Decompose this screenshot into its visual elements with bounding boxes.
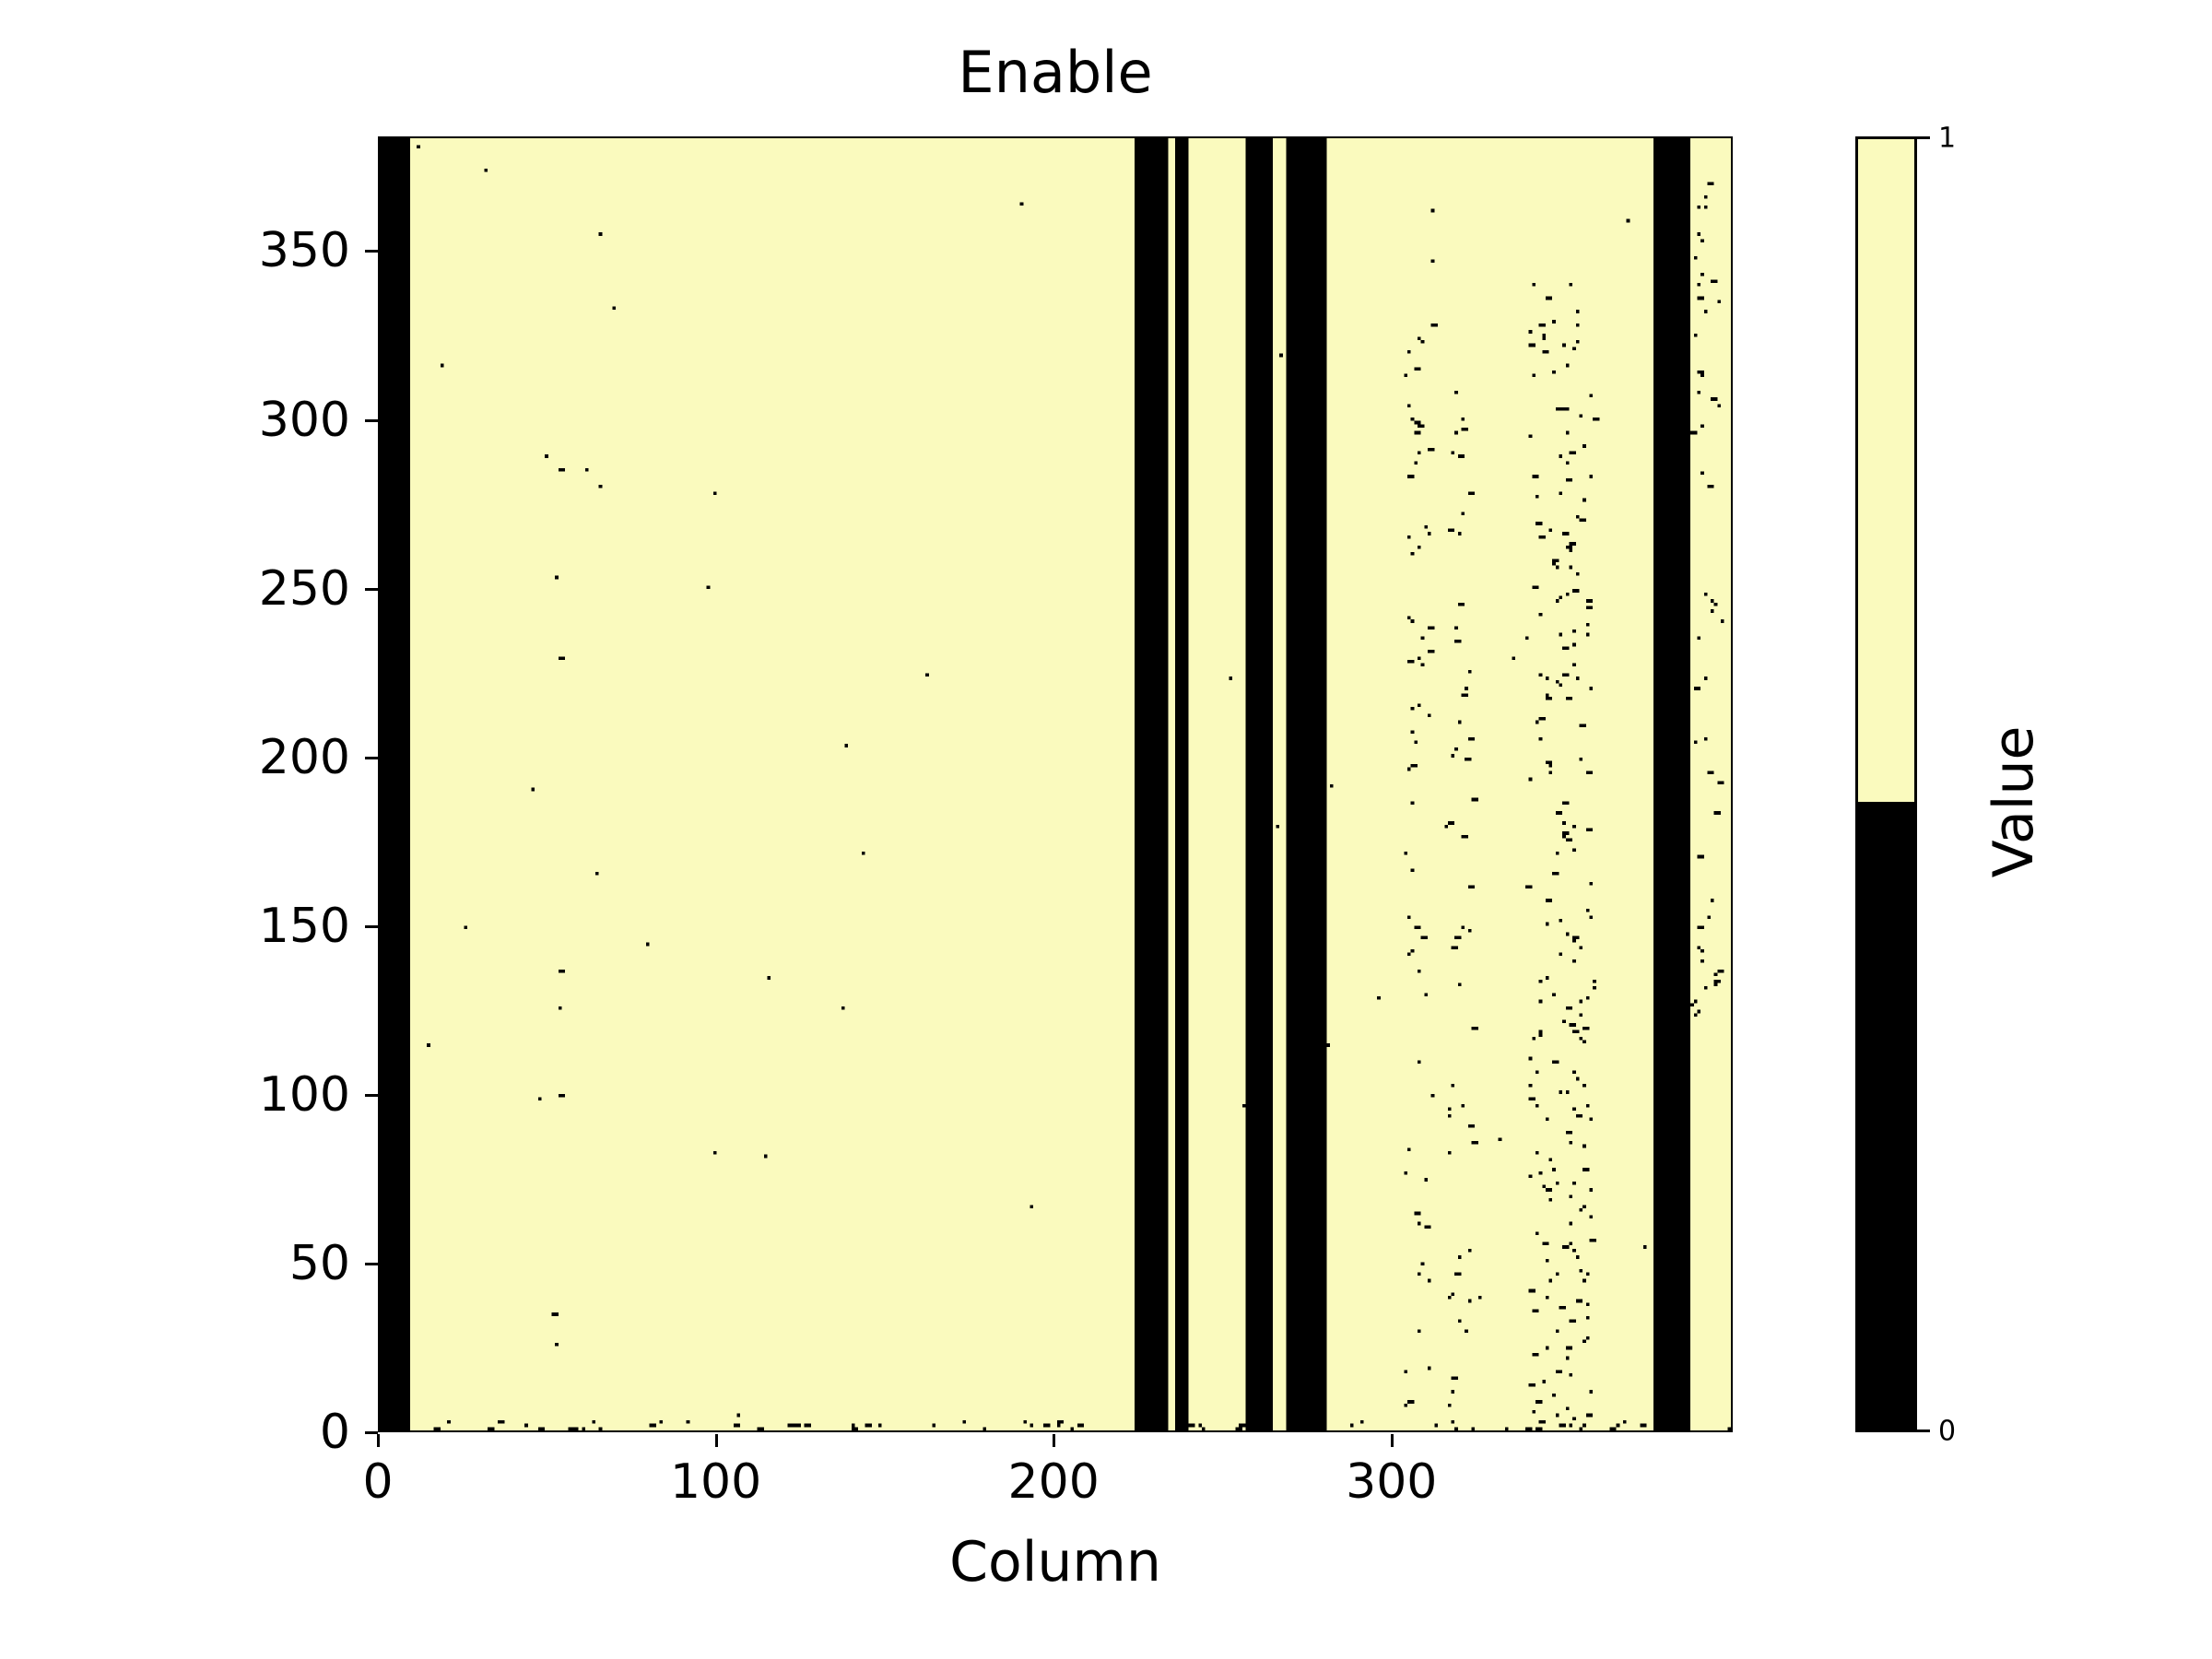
y-tick-mark — [365, 1431, 378, 1434]
colorbar-tick-label-max: 1 — [1938, 122, 1957, 155]
colorbar-gradient — [1855, 136, 1917, 1432]
colorbar-high-segment — [1858, 139, 1914, 802]
x-tick-label: 200 — [1007, 1454, 1100, 1510]
y-tick-label: 200 — [258, 729, 350, 785]
colorbar-low-segment — [1858, 801, 1914, 1430]
y-tick-mark — [365, 1262, 378, 1265]
x-tick-mark — [377, 1434, 380, 1447]
x-tick-mark — [1390, 1434, 1394, 1447]
y-tick-label: 250 — [258, 560, 350, 617]
colorbar-label: Value — [1982, 725, 2046, 878]
y-tick-mark — [365, 587, 378, 591]
x-tick-mark — [714, 1434, 718, 1447]
y-tick-label: 150 — [258, 898, 350, 954]
y-tick-label: 0 — [319, 1405, 350, 1460]
y-tick-mark — [365, 418, 378, 422]
x-tick-mark — [1053, 1434, 1056, 1447]
x-tick-label: 0 — [362, 1454, 394, 1510]
y-tick-label: 100 — [258, 1066, 350, 1123]
colorbar-tick-mark-top — [1917, 136, 1930, 139]
y-tick-label: 350 — [258, 223, 350, 279]
y-tick-label: 50 — [288, 1235, 350, 1291]
y-tick-mark — [365, 924, 378, 928]
page-title: Enable — [958, 39, 1153, 106]
x-axis-label: Column — [949, 1530, 1161, 1594]
y-tick-mark — [365, 756, 378, 759]
y-tick-label: 300 — [258, 392, 350, 448]
heatmap-image — [380, 138, 1731, 1430]
colorbar-tick-mark-bottom — [1917, 1430, 1930, 1432]
colorbar: 1 0 — [1855, 123, 1956, 1448]
y-tick-mark — [365, 250, 378, 253]
colorbar-tick-label-min: 0 — [1938, 1415, 1957, 1448]
x-tick-label: 300 — [1346, 1454, 1438, 1510]
x-tick-label: 100 — [669, 1454, 762, 1510]
y-tick-mark — [365, 1093, 378, 1097]
heatmap-axes — [378, 136, 1733, 1432]
